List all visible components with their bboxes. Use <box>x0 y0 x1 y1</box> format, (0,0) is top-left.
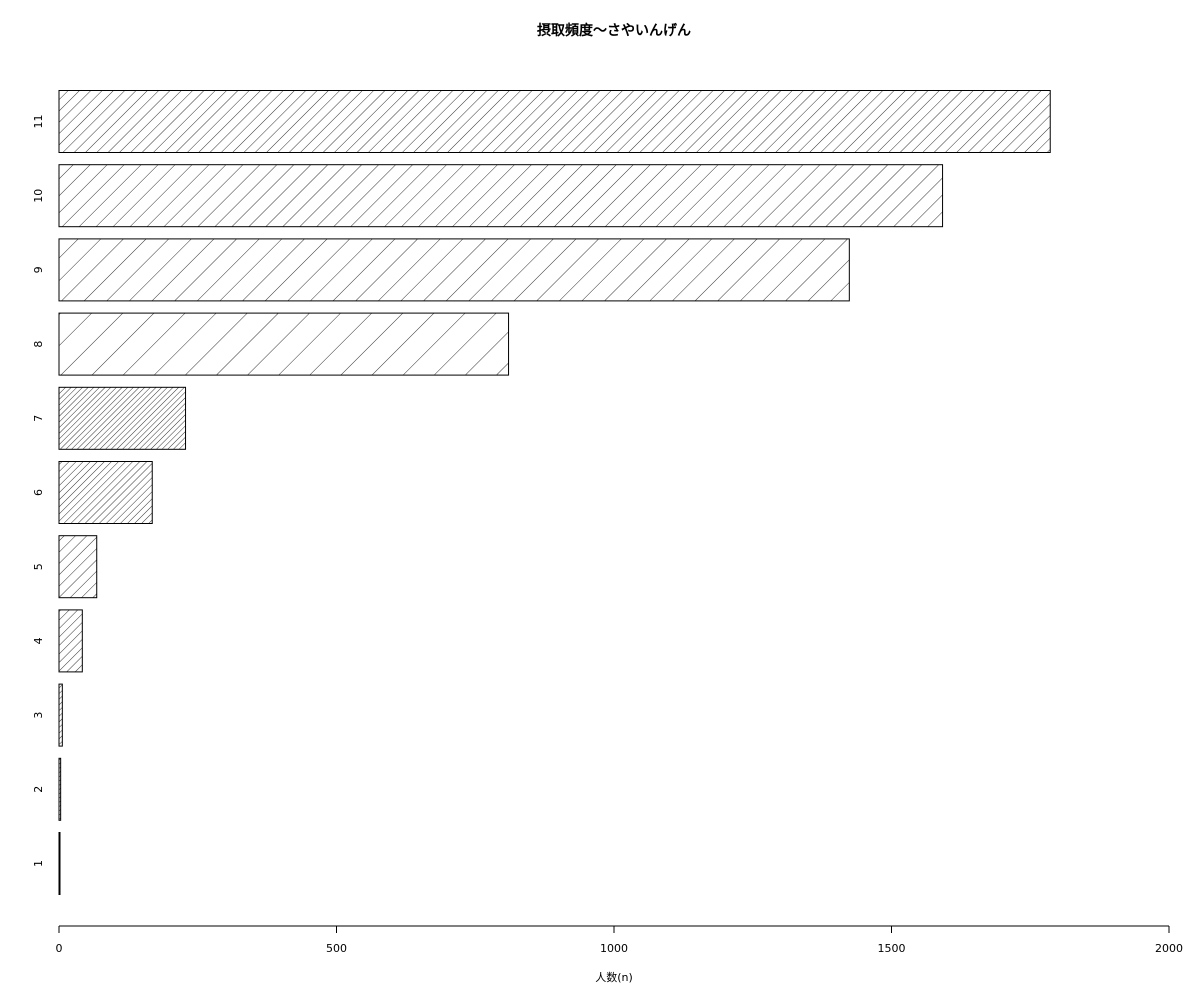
x-tick-label-500: 500 <box>326 942 347 955</box>
y-tick-label-2: 2 <box>32 786 45 793</box>
y-tick-label-11: 11 <box>32 115 45 129</box>
y-tick-label-9: 9 <box>32 266 45 273</box>
bars-group <box>58 90 1051 895</box>
bar-10 <box>58 164 944 228</box>
x-tick-label-1000: 1000 <box>600 942 628 955</box>
bar-9 <box>58 238 850 302</box>
y-tick-label-7: 7 <box>32 415 45 422</box>
y-tick-label-6: 6 <box>32 489 45 496</box>
y-tick-label-1: 1 <box>32 860 45 867</box>
bar-3 <box>58 683 63 747</box>
bar-5 <box>58 535 98 599</box>
y-tick-label-8: 8 <box>32 341 45 348</box>
y-tick-label-10: 10 <box>32 189 45 203</box>
bar-2 <box>58 757 62 821</box>
bar-8 <box>58 312 510 376</box>
x-tick-label-2000: 2000 <box>1155 942 1183 955</box>
bar-7 <box>58 386 187 450</box>
y-tick-label-3: 3 <box>32 712 45 719</box>
bar-1 <box>58 832 61 895</box>
chart-title: 摂取頻度〜さやいんげん <box>537 22 691 39</box>
bar-4 <box>58 609 83 673</box>
x-tick-label-0: 0 <box>56 942 63 955</box>
x-axis: 0 500 1000 1500 2000 <box>56 925 1183 955</box>
y-tick-label-5: 5 <box>32 563 45 570</box>
y-axis-tick-labels: 1 2 3 4 5 6 7 8 9 10 11 <box>32 115 45 868</box>
y-tick-label-4: 4 <box>32 637 45 644</box>
bar-11 <box>58 90 1051 153</box>
x-tick-label-1500: 1500 <box>878 942 906 955</box>
bar-6 <box>58 461 153 524</box>
x-axis-label: 人数(n) <box>595 971 633 984</box>
